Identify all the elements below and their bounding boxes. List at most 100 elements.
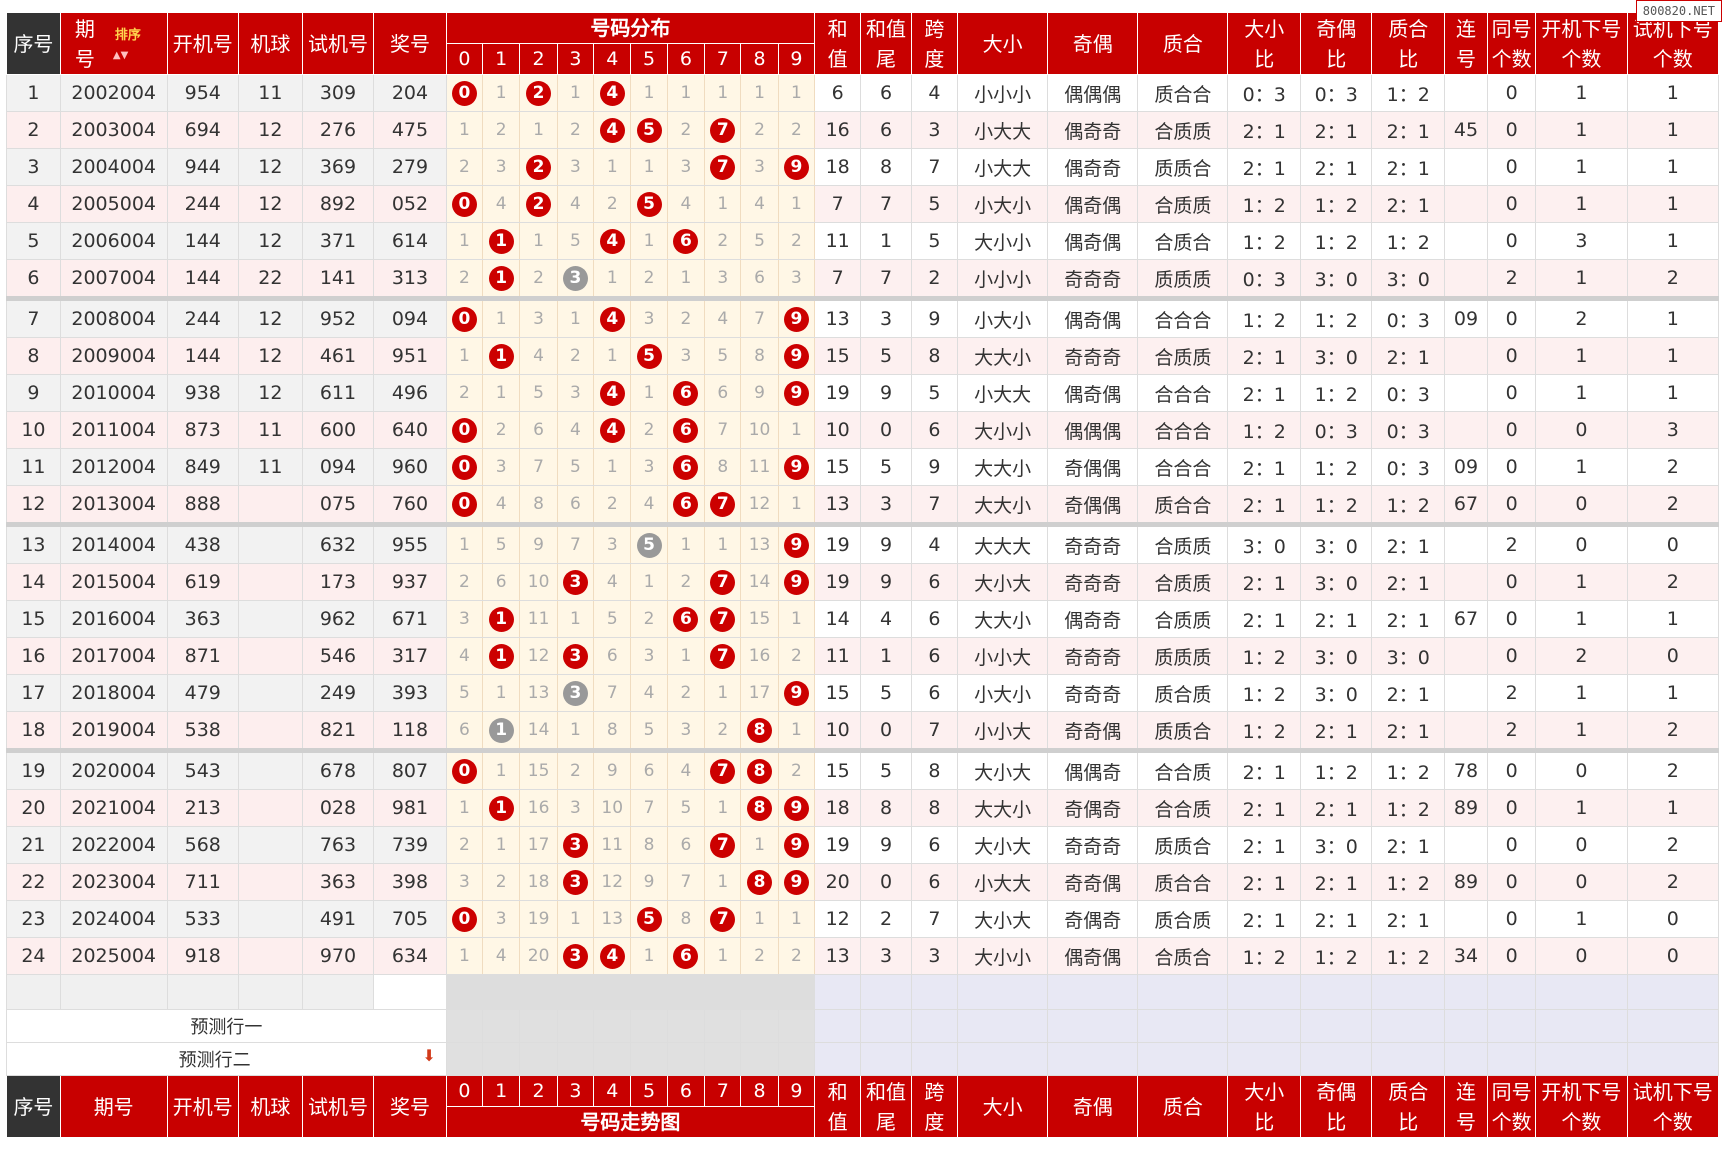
seq-cell: 13: [6, 524, 61, 564]
predict-dist-cell[interactable]: [740, 1042, 779, 1076]
dist-cell-0: 3: [445, 863, 484, 901]
dist-cell-9: 9: [777, 148, 816, 186]
open-no-cell: 543: [166, 750, 239, 790]
parity-ratio-cell: 2：1: [1300, 863, 1373, 901]
hit-ball: 3: [562, 943, 588, 969]
sum-cell: 15: [814, 337, 862, 375]
dist-cell-4: 4: [593, 74, 632, 112]
machine-ball-cell: 22: [237, 259, 303, 301]
hit-ball: 9: [783, 380, 809, 406]
size-cell: 小大小: [956, 185, 1049, 223]
dist-cell-7: 6: [704, 374, 742, 412]
blank-dist-cell[interactable]: [519, 974, 558, 1010]
parity-ratio-cell: 1：2: [1300, 374, 1373, 412]
blank-dist-cell[interactable]: [482, 974, 521, 1010]
open-next-cell: 0: [1535, 826, 1628, 864]
predict-stat-cell: [1444, 1009, 1488, 1043]
dist-cell-7: 3: [704, 259, 742, 301]
dist-cell-0: 0: [445, 900, 484, 938]
predict-dist-cell[interactable]: [445, 1009, 484, 1043]
table-row: 8 2009004 144 12 461 951 1 1 4 2 1 5 3 5 8 9 15 5 8 大大小 奇奇奇合…: [6, 337, 1720, 375]
blank-dist-cell[interactable]: [630, 974, 668, 1010]
blank-stat-cell: [910, 974, 959, 1010]
dist-cell-1: 6: [482, 563, 521, 601]
blank-cell: [301, 974, 375, 1010]
predict-stat-cell: [814, 1042, 862, 1076]
predict-dist-cell[interactable]: [556, 1009, 595, 1043]
sum-cell: 18: [814, 789, 862, 827]
foot-digit-9: 9: [777, 1075, 816, 1107]
parity-ratio-cell: 3：0: [1300, 563, 1373, 601]
dist-cell-9: 9: [777, 563, 816, 601]
predict-dist-cell[interactable]: [777, 1009, 816, 1043]
down-arrow-icon[interactable]: ⬇: [422, 1046, 436, 1065]
predict-dist-cell[interactable]: [740, 1009, 779, 1043]
hit-ball: 4: [599, 228, 625, 254]
predict-dist-cell[interactable]: [704, 1009, 742, 1043]
dist-cell-6: 2: [666, 111, 706, 149]
machine-ball-cell: [237, 600, 303, 638]
seq-cell: 15: [6, 600, 61, 638]
blank-dist-cell[interactable]: [740, 974, 779, 1010]
dist-cell-4: 4: [593, 411, 632, 449]
sort-arrows-icon[interactable]: ▲▼: [112, 50, 129, 61]
size-cell: 小大大: [956, 111, 1049, 149]
prime-ratio-cell: 3：0: [1371, 259, 1446, 301]
dist-cell-8: 7: [740, 298, 779, 338]
dist-cell-9: 9: [777, 524, 816, 564]
period-cell: 2014004: [59, 524, 168, 564]
dist-cell-8: 14: [740, 563, 779, 601]
foot-machine-ball: 机球: [237, 1075, 303, 1138]
blank-dist-cell[interactable]: [666, 974, 706, 1010]
col-period-l1: 期: [74, 16, 95, 41]
predict-dist-cell[interactable]: [519, 1042, 558, 1076]
dist-cell-8: 1: [740, 826, 779, 864]
predict-stat-cell: [1486, 1042, 1537, 1076]
predict-dist-cell[interactable]: [445, 1042, 484, 1076]
open-no-cell: 938: [166, 374, 239, 412]
blank-dist-cell[interactable]: [593, 974, 632, 1010]
machine-ball-cell: 12: [237, 298, 303, 338]
dist-cell-5: 6: [630, 750, 668, 790]
span-cell: 2: [910, 259, 959, 301]
seq-cell: 12: [6, 485, 61, 527]
predict-dist-cell[interactable]: [482, 1009, 521, 1043]
predict-dist-cell[interactable]: [519, 1009, 558, 1043]
predict-dist-cell[interactable]: [630, 1042, 668, 1076]
hit-ball: 6: [673, 380, 699, 406]
sort-label[interactable]: 排序: [114, 28, 141, 43]
test-no-cell: 962: [301, 600, 375, 638]
hit-ball: 7: [710, 117, 736, 143]
predict-dist-cell[interactable]: [593, 1009, 632, 1043]
dist-cell-2: 1: [519, 222, 558, 260]
predict-dist-cell[interactable]: [593, 1042, 632, 1076]
prime-cell: 合合合: [1137, 298, 1229, 338]
foot-digit-4: 4: [593, 1075, 632, 1107]
col-period[interactable]: 期 号 排序 ▲▼: [59, 12, 168, 75]
blank-dist-cell[interactable]: [777, 974, 816, 1010]
blank-dist-cell[interactable]: [445, 974, 484, 1010]
predict-dist-cell[interactable]: [482, 1042, 521, 1076]
dist-cell-3: 3: [556, 637, 595, 675]
hit-ball: 5: [636, 191, 662, 217]
predict-dist-cell[interactable]: [666, 1042, 706, 1076]
span-cell: 6: [910, 826, 959, 864]
predict-dist-cell[interactable]: [777, 1042, 816, 1076]
hit-ball: 9: [783, 832, 809, 858]
blank-stat-cell: [1444, 974, 1488, 1010]
predict-dist-cell[interactable]: [630, 1009, 668, 1043]
open-no-cell: 918: [166, 937, 239, 975]
predict-dist-cell[interactable]: [556, 1042, 595, 1076]
size-cell: 大小小: [956, 937, 1049, 975]
consec-cell: [1444, 74, 1488, 112]
period-cell: 2003004: [59, 111, 168, 149]
open-next-cell: 1: [1535, 448, 1628, 486]
blank-dist-cell[interactable]: [704, 974, 742, 1010]
same-count-cell: 0: [1486, 448, 1537, 486]
test-next-cell: 2: [1626, 750, 1720, 790]
dist-cell-4: 1: [593, 148, 632, 186]
foot-digit-7: 7: [704, 1075, 742, 1107]
predict-dist-cell[interactable]: [704, 1042, 742, 1076]
blank-dist-cell[interactable]: [556, 974, 595, 1010]
predict-dist-cell[interactable]: [666, 1009, 706, 1043]
